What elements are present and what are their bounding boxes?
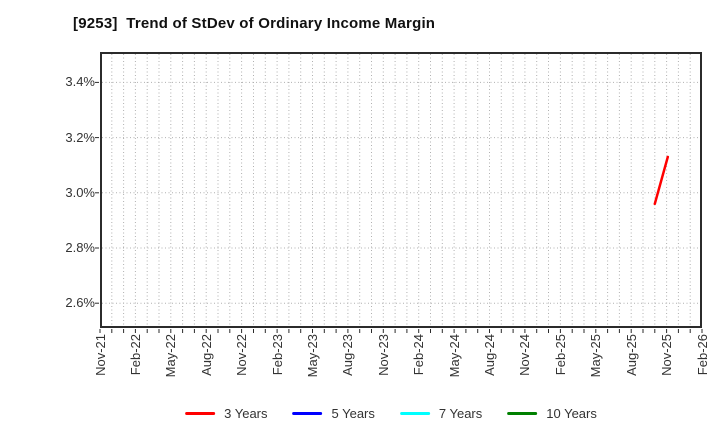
x-tick-label: Aug-22 <box>198 334 214 376</box>
y-tick-label: 3.0% <box>65 184 95 200</box>
x-tick-label: Aug-25 <box>623 334 639 376</box>
x-tick-label: May-23 <box>304 334 320 378</box>
legend-line-3-years-icon <box>185 412 216 415</box>
legend-label-7-years: 7 Years <box>438 406 483 421</box>
x-tick-label: Nov-21 <box>92 334 108 376</box>
x-tick-label: Feb-23 <box>269 334 285 376</box>
legend-line-10-years-icon <box>507 412 538 415</box>
legend-label-5-years: 5 Years <box>331 406 375 421</box>
x-tick-label: Aug-23 <box>340 334 356 376</box>
x-tick-label: Nov-24 <box>517 334 533 376</box>
x-tick-label: May-25 <box>588 334 604 378</box>
y-tick-label: 2.8% <box>65 239 95 255</box>
x-tick-label: Nov-25 <box>659 334 675 376</box>
legend-item-5-years: 5 Years <box>292 406 375 421</box>
legend-line-7-years-icon <box>399 412 430 415</box>
legend-item-7-years: 7 Years <box>399 406 483 421</box>
x-tick-label: Feb-26 <box>694 334 710 376</box>
legend-label-3-years: 3 Years <box>224 406 268 421</box>
x-tick-label: May-24 <box>446 334 462 378</box>
chart-title: [9253] Trend of StDev of Ordinary Income… <box>73 15 436 32</box>
legend-item-10-years: 10 Years <box>507 406 597 421</box>
y-tick-label: 3.4% <box>65 74 95 90</box>
x-tick-label: Aug-24 <box>482 334 498 376</box>
y-tick-label: 3.2% <box>65 129 95 145</box>
x-tick-label: Feb-22 <box>127 334 143 376</box>
x-tick-label: May-22 <box>163 334 179 378</box>
y-tick-label: 2.6% <box>65 295 95 311</box>
x-tick-label: Nov-22 <box>234 334 250 376</box>
x-tick-label: Feb-25 <box>552 334 568 376</box>
x-tick-label: Feb-24 <box>411 334 427 376</box>
plot-area <box>95 52 703 333</box>
plot-canvas <box>95 52 703 333</box>
x-tick-label: Nov-23 <box>375 334 391 376</box>
legend-item-3-years: 3 Years <box>185 406 268 421</box>
legend-label-10-years: 10 Years <box>546 406 597 421</box>
legend-line-5-years-icon <box>292 412 323 415</box>
legend: 3 Years 5 Years 7 Years 10 Years <box>185 406 597 421</box>
